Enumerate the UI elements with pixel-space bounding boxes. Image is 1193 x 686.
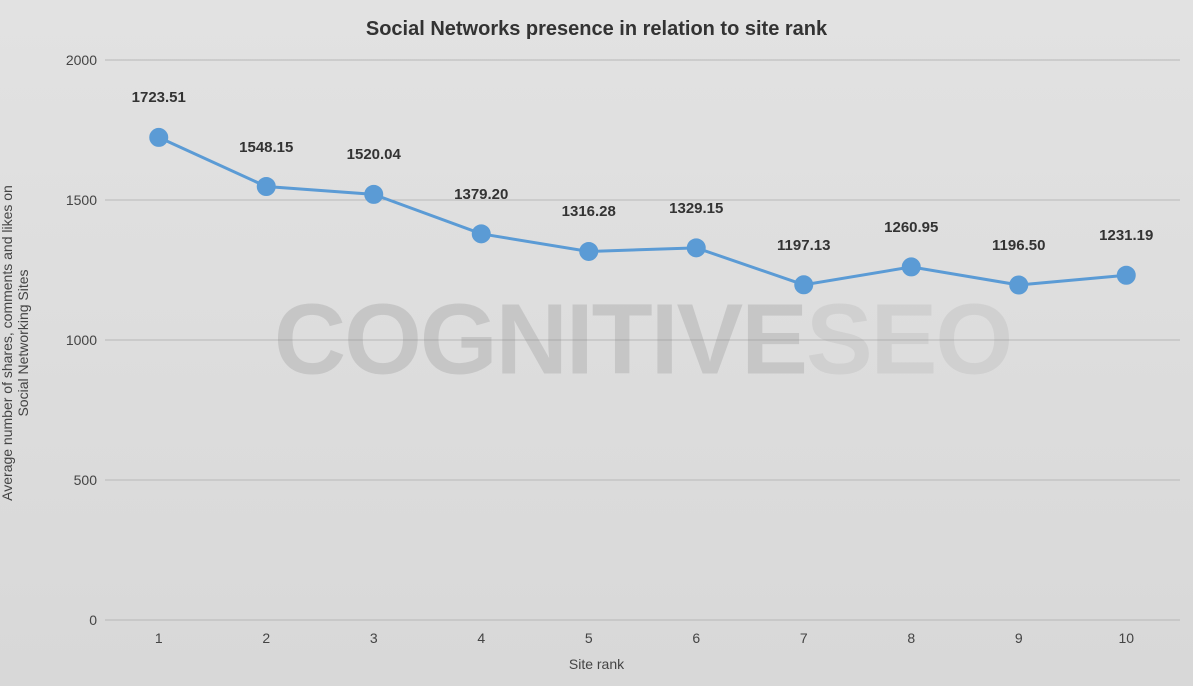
y-axis-label: Average number of shares, comments and l…	[0, 185, 31, 501]
xtick-label: 7	[800, 620, 808, 646]
xtick-label: 5	[585, 620, 593, 646]
data-label: 1379.20	[454, 186, 508, 203]
ytick-label: 0	[89, 612, 105, 628]
data-marker	[472, 225, 490, 243]
data-label: 1197.13	[777, 237, 830, 254]
xtick-label: 3	[370, 620, 378, 646]
data-label: 1316.28	[562, 203, 616, 220]
data-marker	[687, 239, 705, 257]
data-label: 1329.15	[669, 200, 723, 217]
data-marker	[150, 128, 168, 146]
x-axis-label: Site rank	[0, 656, 1193, 672]
ytick-label: 500	[74, 472, 105, 488]
data-line	[159, 137, 1127, 285]
data-marker	[365, 185, 383, 203]
ytick-label: 2000	[66, 52, 105, 68]
data-label: 1548.15	[239, 139, 293, 156]
xtick-label: 8	[907, 620, 915, 646]
data-marker	[1117, 266, 1135, 284]
xtick-label: 9	[1015, 620, 1023, 646]
watermark-left: COGNITIVE	[274, 283, 806, 398]
xtick-label: 10	[1118, 620, 1134, 646]
watermark-right: SEO	[806, 283, 1011, 398]
xtick-label: 4	[477, 620, 485, 646]
xtick-label: 6	[692, 620, 700, 646]
data-marker	[902, 258, 920, 276]
data-label: 1520.04	[347, 146, 401, 163]
data-label: 1231.19	[1099, 227, 1153, 244]
xtick-label: 2	[262, 620, 270, 646]
ytick-label: 1500	[66, 192, 105, 208]
chart-title: Social Networks presence in relation to …	[0, 18, 1193, 41]
data-marker	[580, 242, 598, 260]
data-label: 1723.51	[132, 89, 186, 106]
y-axis-label-wrap: Average number of shares, comments and l…	[0, 0, 35, 686]
plot-area: COGNITIVE SEO 05001000150020001234567891…	[105, 60, 1180, 620]
data-marker	[257, 178, 275, 196]
data-label: 1260.95	[884, 219, 938, 236]
data-label: 1196.50	[992, 237, 1045, 254]
data-marker	[1010, 276, 1028, 294]
xtick-label: 1	[155, 620, 163, 646]
ytick-label: 1000	[66, 332, 105, 348]
watermark: COGNITIVE SEO	[274, 283, 1011, 398]
